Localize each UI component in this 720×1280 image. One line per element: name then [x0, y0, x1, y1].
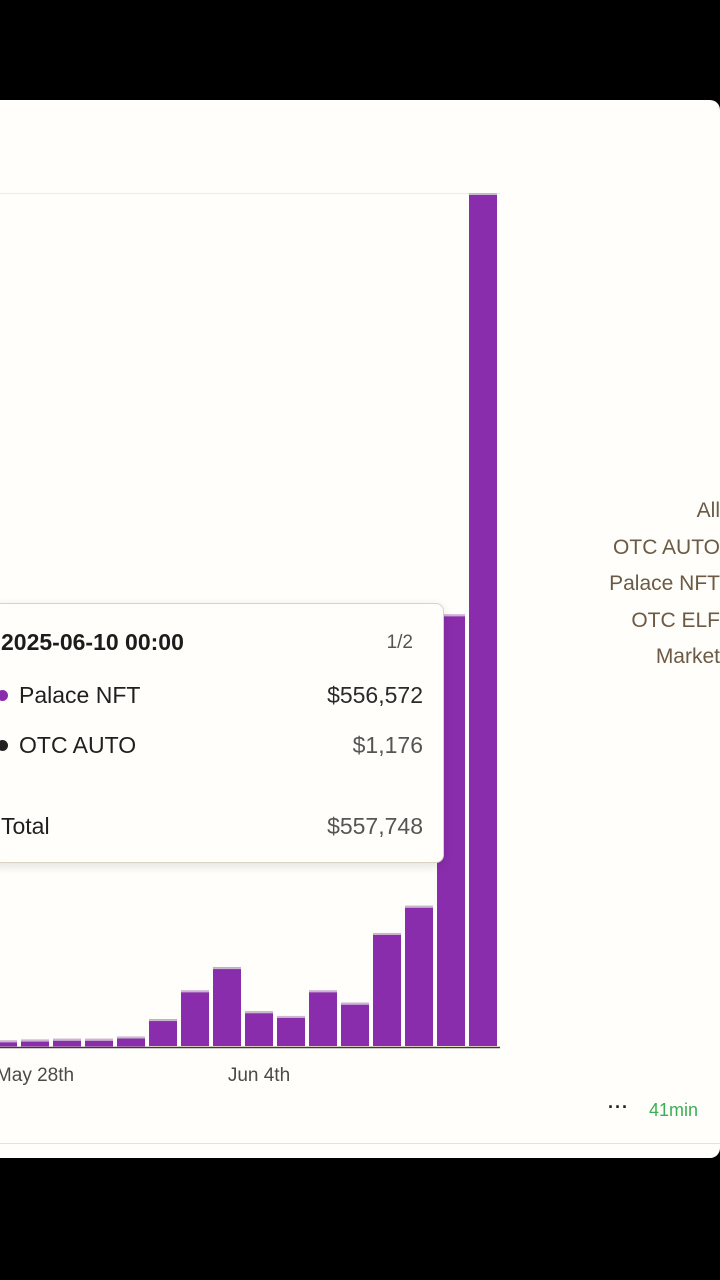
bar-cap: [21, 1039, 49, 1042]
card-divider: [0, 1143, 720, 1144]
bar-palace-nft[interactable]: [213, 967, 241, 1047]
status-bar: ··· 41min: [604, 1097, 720, 1123]
chart-tooltip: 2025-06-10 00:00 1/2 Palace NFT $556,572…: [0, 603, 444, 863]
bar-otc-auto[interactable]: [373, 1046, 401, 1047]
bar-otc-auto[interactable]: [437, 1046, 465, 1047]
tooltip-total-value: $557,748: [327, 813, 423, 839]
bar-otc-auto[interactable]: [213, 1046, 241, 1047]
bar-palace-nft[interactable]: [85, 1038, 113, 1047]
tooltip-series-name: OTC AUTO: [19, 732, 137, 758]
bar-palace-nft[interactable]: [373, 932, 401, 1047]
bar-palace-nft[interactable]: [0, 1040, 17, 1047]
bar-otc-auto[interactable]: [277, 1046, 305, 1047]
bar-cap: [85, 1038, 113, 1041]
bar-cap: [245, 1011, 273, 1014]
last-updated-label: 41min: [649, 1100, 699, 1120]
bar-otc-auto[interactable]: [469, 1046, 497, 1047]
legend-item-market[interactable]: Market: [655, 645, 720, 668]
bar-palace-nft[interactable]: [149, 1019, 177, 1047]
bar-cap: [373, 932, 401, 935]
bar-palace-nft[interactable]: [117, 1036, 145, 1047]
tooltip-row-otc-auto: OTC AUTO $1,176: [0, 730, 423, 760]
bar-palace-nft[interactable]: [277, 1015, 305, 1047]
tooltip-series-value: $1,176: [352, 732, 423, 758]
tooltip-series-value: $556,572: [327, 682, 423, 708]
tooltip-row-palace-nft: Palace NFT $556,572: [0, 680, 423, 710]
tooltip-total-label: Total: [1, 813, 50, 839]
bar-palace-nft[interactable]: [469, 193, 497, 1047]
tooltip-page-indicator[interactable]: 1/2: [386, 632, 413, 653]
x-tick-label: Jun 4th: [228, 1065, 290, 1086]
bar-otc-auto[interactable]: [181, 1046, 209, 1047]
legend-item-otc-auto[interactable]: OTC AUTO: [613, 535, 720, 559]
bar-cap: [213, 967, 241, 970]
tooltip-series-name: Palace NFT: [19, 682, 141, 708]
palace-nft-color-dot: [0, 690, 8, 701]
otc-auto-color-dot: [0, 740, 8, 751]
bar-palace-nft[interactable]: [21, 1039, 49, 1047]
legend-item-palace-nft[interactable]: Palace NFT: [609, 572, 720, 595]
plot-top-border: [0, 193, 500, 194]
bar-cap: [309, 990, 337, 993]
legend-item-all[interactable]: All: [696, 499, 720, 522]
bar-palace-nft[interactable]: [245, 1011, 273, 1047]
chart-legend: All OTC AUTO Palace NFT OTC ELF Market: [560, 496, 720, 679]
bar-cap: [181, 990, 209, 993]
bar-palace-nft[interactable]: [309, 990, 337, 1047]
bar-otc-auto[interactable]: [309, 1046, 337, 1047]
tooltip-date: 2025-06-10 00:00: [1, 629, 184, 655]
bar-cap: [53, 1038, 81, 1041]
bar-otc-auto[interactable]: [405, 1046, 433, 1047]
legend-item-otc-elf[interactable]: OTC ELF: [631, 608, 720, 632]
bar-otc-auto[interactable]: [149, 1046, 177, 1047]
bar-palace-nft[interactable]: [341, 1002, 369, 1047]
bar-cap: [341, 1002, 369, 1005]
bar-cap: [405, 905, 433, 908]
bar-cap: [469, 193, 497, 195]
bar-palace-nft[interactable]: [181, 990, 209, 1047]
bar-otc-auto[interactable]: [245, 1046, 273, 1047]
bar-cap: [117, 1036, 145, 1039]
x-tick-label: May 28th: [0, 1065, 74, 1086]
bar-cap: [437, 614, 465, 617]
bar-cap: [149, 1019, 177, 1022]
tooltip-total-row: Total $557,748: [0, 811, 423, 841]
bar-palace-nft[interactable]: [405, 905, 433, 1047]
bar-cap: [0, 1040, 17, 1043]
bar-otc-auto[interactable]: [341, 1046, 369, 1047]
bar-cap: [277, 1015, 305, 1018]
bar-palace-nft[interactable]: [53, 1038, 81, 1047]
more-options-icon[interactable]: ···: [608, 1097, 629, 1117]
